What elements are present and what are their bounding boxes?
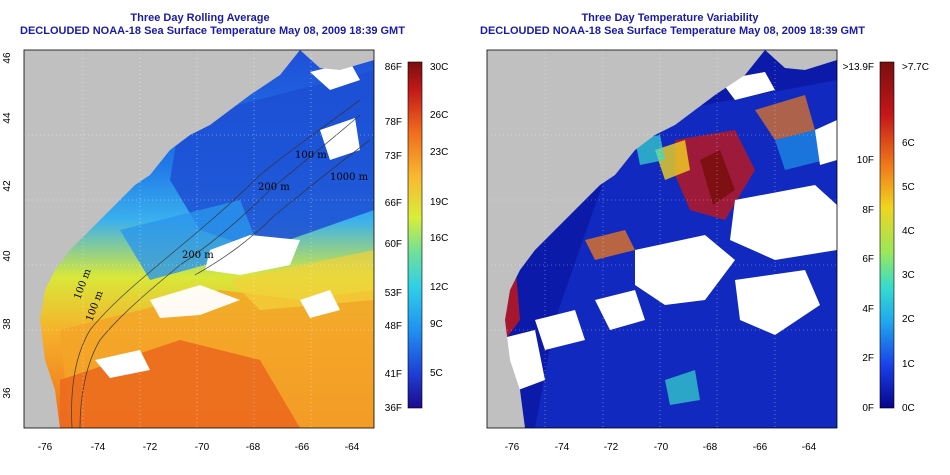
cb-c-16: 16C [430, 233, 448, 244]
cb-var-f-2: 2F [862, 353, 874, 364]
cb-c-19: 19C [430, 197, 448, 208]
cb-var-f-8: 8F [862, 205, 874, 216]
cb-f-53: 53F [385, 288, 402, 299]
cb-var-c-1: 1C [902, 359, 915, 370]
left-lat-42: 42 [2, 180, 13, 192]
right-lat-40: 40 [475, 250, 478, 262]
contour-label-4: 200 m [182, 250, 214, 261]
left-lon-axis: -76 -74 -72 -70 -68 -66 -64 [38, 442, 360, 453]
cb-f-48: 48F [385, 321, 402, 332]
left-title-line2: DECLOUDED NOAA-18 Sea Surface Temperatur… [20, 25, 405, 37]
left-map-panel: 100 m 200 m 1000 m 200 m 100 m 100 m 46 … [2, 49, 448, 453]
cb-var-f-max: >13.9F [843, 62, 874, 73]
left-lon-68: -68 [246, 442, 261, 453]
left-lon-66: -66 [295, 442, 310, 453]
right-lat-axis: 46 44 42 40 38 36 [475, 52, 478, 399]
cb-var-f-6: 6F [862, 254, 874, 265]
cb-var-f-4: 4F [862, 304, 874, 315]
cb-f-73: 73F [385, 151, 402, 162]
left-lat-46: 46 [2, 52, 13, 64]
right-lat-36: 36 [475, 387, 478, 399]
left-lon-64: -64 [345, 442, 360, 453]
left-lat-38: 38 [2, 318, 13, 330]
right-lat-38: 38 [475, 318, 478, 330]
left-lat-36: 36 [2, 387, 13, 399]
left-colorbar [407, 61, 423, 409]
cb-f-86: 86F [385, 62, 402, 73]
contour-label-3: 1000 m [330, 172, 369, 183]
right-lat-42: 42 [475, 180, 478, 192]
cb-f-36: 36F [385, 403, 402, 414]
right-lon-64: -64 [802, 442, 817, 453]
left-lon-72: -72 [143, 442, 158, 453]
cb-var-c-max: >7.7C [902, 62, 929, 73]
right-land [487, 50, 765, 428]
right-lon-76: -76 [505, 442, 520, 453]
right-lat-44: 44 [475, 112, 478, 124]
cb-var-f-0: 0F [862, 403, 874, 414]
left-lon-70: -70 [195, 442, 210, 453]
left-sst-field: 100 m 200 m 1000 m 200 m 100 m 100 m [24, 50, 374, 428]
contour-label-2: 200 m [258, 182, 290, 193]
cb-c-23: 23C [430, 147, 448, 158]
cb-var-c-2: 2C [902, 314, 915, 325]
left-lon-74: -74 [91, 442, 106, 453]
left-lat-44: 44 [2, 112, 13, 124]
right-lon-72: -72 [604, 442, 619, 453]
right-colorbar-c-labels: >7.7C 6C 5C 4C 3C 2C 1C 0C [902, 62, 929, 414]
right-title-line2: DECLOUDED NOAA-18 Sea Surface Temperatur… [480, 25, 865, 37]
cb-c-12: 12C [430, 282, 448, 293]
right-variability-field [487, 50, 837, 428]
cb-var-c-6: 6C [902, 138, 915, 149]
left-lat-axis: 46 44 42 40 38 36 [2, 52, 13, 399]
right-lat-46: 46 [475, 52, 478, 64]
right-colorbar-f-labels: >13.9F 10F 8F 6F 4F 2F 0F [843, 62, 874, 414]
cb-var-c-0: 0C [902, 403, 915, 414]
right-title-line1: Three Day Temperature Variability [581, 12, 759, 24]
left-lon-76: -76 [38, 442, 53, 453]
cb-var-f-10: 10F [857, 155, 874, 166]
cb-var-c-3: 3C [902, 270, 915, 281]
cb-f-60: 60F [385, 239, 402, 250]
cb-var-c-5: 5C [902, 182, 915, 193]
cb-f-41: 41F [385, 369, 402, 380]
contour-label-1: 100 m [295, 150, 327, 161]
cb-var-c-4: 4C [902, 226, 915, 237]
left-colorbar-c-labels: 30C 26C 23C 19C 16C 12C 9C 5C [430, 62, 448, 379]
right-map-panel: 46 44 42 40 38 36 -76 -74 -72 -70 -68 -6… [475, 49, 929, 453]
left-land [24, 50, 300, 428]
cb-c-5: 5C [430, 368, 443, 379]
cb-f-66: 66F [385, 198, 402, 209]
left-title-line1: Three Day Rolling Average [130, 12, 270, 24]
right-lon-66: -66 [753, 442, 768, 453]
right-lon-axis: -76 -74 -72 -70 -68 -66 -64 [505, 442, 817, 453]
right-colorbar [879, 61, 895, 409]
left-colorbar-f-labels: 86F 78F 73F 66F 60F 53F 48F 41F 36F [385, 62, 402, 414]
right-title: Three Day Temperature Variability DECLOU… [480, 12, 865, 38]
cb-f-78: 78F [385, 117, 402, 128]
right-lon-68: -68 [703, 442, 718, 453]
left-lat-40: 40 [2, 250, 13, 262]
right-lon-70: -70 [654, 442, 669, 453]
left-title: Three Day Rolling Average DECLOUDED NOAA… [20, 12, 405, 38]
cb-c-26: 26C [430, 110, 448, 121]
cb-c-9: 9C [430, 319, 443, 330]
right-lon-74: -74 [555, 442, 570, 453]
cb-c-30: 30C [430, 62, 448, 73]
